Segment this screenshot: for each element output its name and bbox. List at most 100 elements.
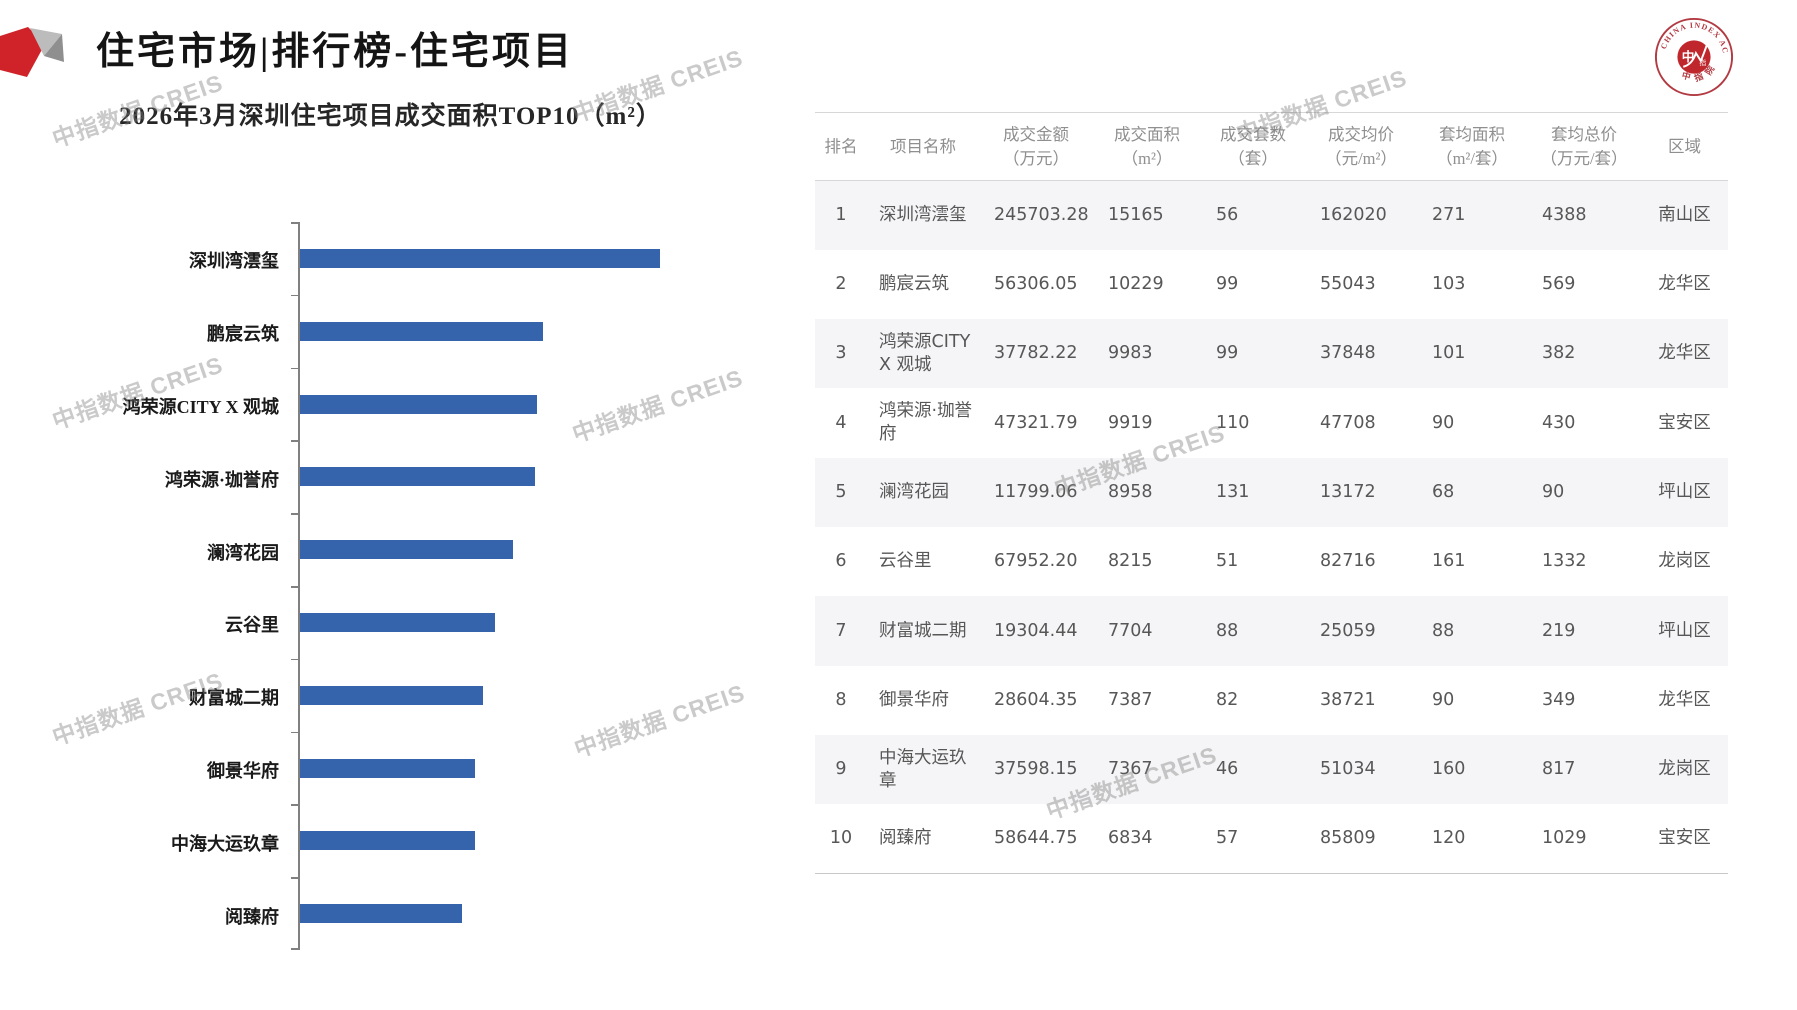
table-cell: 68 [1432,481,1455,502]
table-cell: 5 [835,481,847,502]
table-row: 7 财富城二期 19304.44 7704 88 25059 88 219 坪山区 [815,596,1728,666]
chart-label: 澜湾花园 [207,542,279,563]
table-cell: 131 [1216,481,1250,502]
table-cell: 15165 [1108,205,1164,226]
table-cell: 龙华区 [1658,343,1711,364]
table-cell: 57 [1216,828,1239,849]
axis-tick [291,877,300,879]
table-cell: 龙华区 [1658,689,1711,710]
table-cell: 7 [835,620,847,641]
table-cell: 219 [1542,620,1576,641]
table-cell: 鸿荣源CITY X 观城 [879,331,971,375]
table-row: 9 中海大运玖章 37598.15 7367 46 51034 160 817 龙岗区 [815,734,1728,805]
table-cell: 宝安区 [1658,412,1711,433]
table-cell: 271 [1432,205,1466,226]
table-cell: 430 [1542,412,1576,433]
chart-title: 2026年3月深圳住宅项目成交面积TOP10（m²） [119,103,662,130]
chart-plot-area [291,222,698,950]
table-cell: 569 [1542,274,1576,295]
table-cell: 56306.05 [994,274,1078,295]
axis-tick [291,222,300,224]
chart-category-labels: 深圳湾澐玺 鹏宸云筑 鸿荣源CITY X 观城 鸿荣源·珈誉府 澜湾花园 云谷里 财富城二期… [55,222,289,950]
chart-label: 鸿荣源·珈誉府 [164,469,279,490]
table-cell: 85809 [1320,828,1376,849]
table-cell: 8 [835,689,847,710]
table-row: 6 云谷里 67952.20 8215 51 82716 161 1332 龙岗区 [815,527,1728,596]
axis-tick [291,804,300,806]
table-cell: 82716 [1320,551,1376,572]
bar [300,758,475,778]
table-cell: 坪山区 [1658,481,1711,502]
table-cell: 161 [1432,551,1466,572]
table-header-cell: 区域 [1668,136,1701,156]
table-cell: 御景华府 [879,689,949,710]
axis-tick [291,513,300,515]
table-header-cell: 排名 [824,136,858,156]
table-cell: 4388 [1542,205,1587,226]
table-cell: 澜湾花园 [879,481,949,502]
bar [300,321,543,341]
table-header-cell: 成交金额 （万元） [1003,124,1069,168]
table-cell: 南山区 [1658,205,1711,226]
table-cell: 7387 [1108,689,1153,710]
table-header-cell: 项目名称 [890,136,956,156]
table-cell: 90 [1542,481,1565,502]
table-header-cell: 成交套数 （套） [1220,124,1286,168]
table-cell: 56 [1216,205,1239,226]
table-cell: 28604.35 [994,689,1078,710]
axis-tick [291,658,300,661]
chart-label: 深圳湾澐玺 [189,251,279,272]
table-cell: 37598.15 [994,759,1078,780]
table-cell: 51034 [1320,759,1376,780]
table-cell: 6 [835,551,847,572]
axis-tick [291,948,300,950]
table-cell: 25059 [1320,620,1376,641]
table-cell: 龙岗区 [1658,551,1711,572]
table-header: 排名 项目名称 成交金额 （万元） 成交面积 （m²） 成交套数 （套） 成交均价 （元/m²） 套… [815,113,1728,181]
table-row: 4 鸿荣源·珈誉府 47321.79 9919 110 47708 90 430 宝安区 [815,388,1728,457]
chart-label: 阅臻府 [225,906,279,927]
axis-tick [291,367,300,370]
table-cell: 120 [1432,828,1466,849]
table-cell: 103 [1432,274,1466,295]
table-cell: 4 [835,412,847,433]
table-cell: 鹏宸云筑 [879,274,949,295]
table-cell: 1029 [1542,828,1587,849]
table-cell: 6834 [1108,828,1153,849]
brand-mark-icon [0,27,64,77]
table-cell: 162020 [1320,205,1387,226]
table-cell: 817 [1542,759,1576,780]
bar [300,831,475,851]
table-cell: 19304.44 [994,620,1078,641]
ranking-table: 排名 项目名称 成交金额 （万元） 成交面积 （m²） 成交套数 （套） 成交均价 （元/m²） 套… [815,112,1728,874]
table-cell: 55043 [1320,274,1376,295]
seal-center-small-char: 指 [1699,58,1706,67]
table-cell: 坪山区 [1658,620,1711,641]
chart-label: 财富城二期 [189,688,279,709]
bar [300,685,483,705]
table-row: 1 深圳湾澐玺 245703.28 15165 56 162020 271 4388 南山区 [815,180,1728,250]
table-row: 8 御景华府 28604.35 7387 82 38721 90 349 龙华区 [815,666,1728,735]
table-cell: 9983 [1108,343,1153,364]
table-cell: 46 [1216,759,1239,780]
table-cell: 13172 [1320,481,1376,502]
table-cell: 37782.22 [994,343,1078,364]
table-cell: 38721 [1320,689,1376,710]
table-cell: 245703.28 [994,205,1089,226]
table-cell: 阅臻府 [879,828,932,849]
table-row: 10 阅臻府 58644.75 6834 57 85809 120 1029 宝安区 [815,804,1728,873]
axis-tick [291,440,300,442]
ranking-table-container: 排名 项目名称 成交金额 （万元） 成交面积 （m²） 成交套数 （套） 成交均价 （元/m²） 套… [815,112,1728,874]
table-header-cell: 成交面积 （m²） [1114,124,1180,168]
table-cell: 云谷里 [879,551,932,572]
bar-chart: 深圳湾澐玺 鹏宸云筑 鸿荣源CITY X 观城 鸿荣源·珈誉府 澜湾花园 云谷里 财富城二期… [55,222,735,950]
table-cell: 10229 [1108,274,1164,295]
table-row: 3 鸿荣源CITY X 观城 37782.22 9983 99 37848 101 382 龙华… [815,319,1728,389]
table-cell: 99 [1216,274,1239,295]
table-cell: 2 [835,274,847,295]
table-cell: 349 [1542,689,1576,710]
table-cell: 51 [1216,551,1239,572]
bar [300,248,660,268]
chart-label: 鹏宸云筑 [207,324,279,345]
